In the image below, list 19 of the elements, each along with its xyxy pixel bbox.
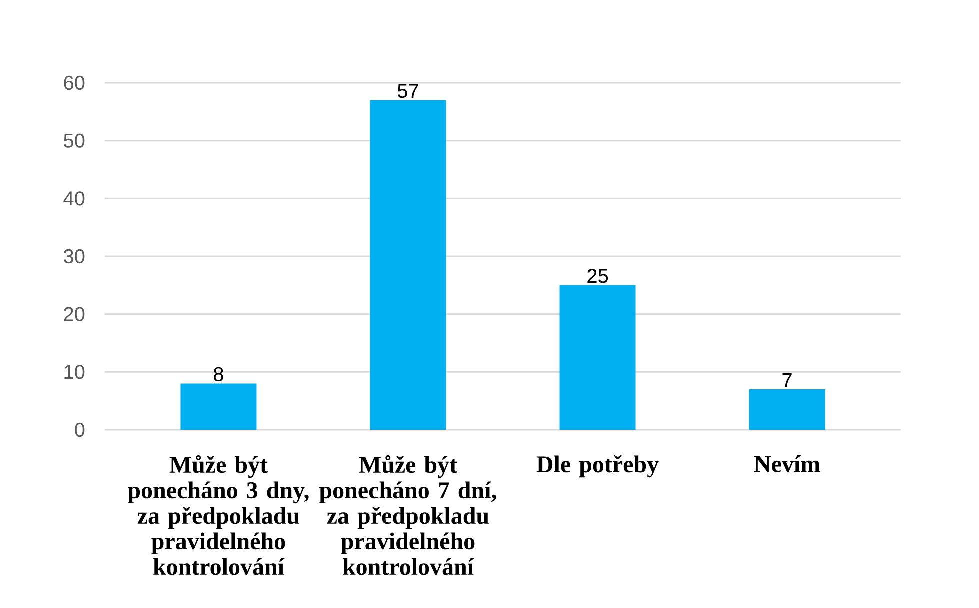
bar — [180, 384, 257, 430]
y-tick-label: 30 — [64, 249, 85, 264]
x-tick-label: Může být ponecháno 3 dny, za předpokladu pravidelného kontrolování — [128, 456, 309, 576]
y-tick-label: 0 — [75, 422, 85, 438]
y-tick-label: 40 — [64, 192, 85, 206]
bar — [749, 390, 826, 430]
x-tick-label: Dle potřeby — [536, 456, 659, 478]
x-tick-label: Nevím — [754, 456, 820, 472]
y-tick-label: 10 — [64, 365, 85, 380]
x-tick-label: Může být ponecháno 7 dní, za předpokladu pravidelného kontrolování — [320, 456, 496, 576]
data-label: 25 — [588, 269, 608, 284]
y-tick-label: 50 — [64, 134, 85, 148]
y-tick-label: 60 — [64, 76, 85, 90]
data-label: 7 — [782, 374, 792, 388]
bar — [370, 100, 446, 430]
bar — [560, 285, 636, 430]
data-label: 57 — [398, 84, 418, 98]
y-tick-label: 20 — [64, 307, 85, 322]
data-label: 8 — [214, 367, 224, 382]
